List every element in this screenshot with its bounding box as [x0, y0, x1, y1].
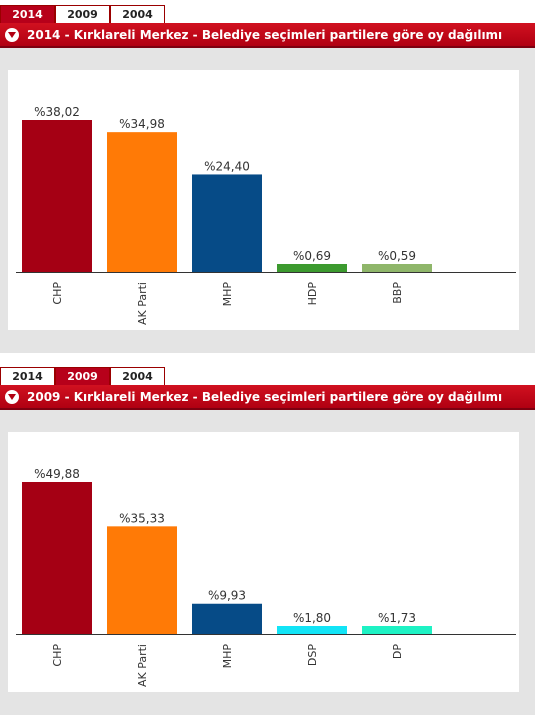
tab-2009[interactable]: 2009: [55, 367, 110, 385]
bar-dsp[interactable]: [277, 626, 347, 634]
data-label-chp: %49,88: [34, 467, 80, 481]
chart-title-bar: 2014 - Kırklareli Merkez - Belediye seçi…: [0, 23, 535, 48]
bar-hdp[interactable]: [277, 264, 347, 272]
data-label-ak-parti: %34,98: [119, 117, 165, 131]
bar-mhp[interactable]: [192, 174, 262, 272]
category-label-chp: CHP: [51, 644, 64, 667]
chart-title-bar: 2009 - Kırklareli Merkez - Belediye seçi…: [0, 385, 535, 410]
data-label-chp: %38,02: [34, 105, 80, 119]
tab-2014[interactable]: 2014: [0, 5, 55, 23]
data-label-mhp: %9,93: [208, 589, 246, 603]
plot-area: %49,88 CHP %35,33 AK Parti %9,93 MHP %1,80 DSP%…: [8, 432, 519, 692]
tab-2014[interactable]: 2014: [0, 367, 55, 385]
category-label-ak-parti: AK Parti: [136, 644, 149, 687]
chart-panel-2009: 2014 2009 2004 2009 - Kırklareli Merkez …: [0, 367, 535, 715]
data-label-bbp: %0,59: [378, 249, 416, 263]
chart-title: 2014 - Kırklareli Merkez - Belediye seçi…: [27, 27, 503, 42]
collapse-arrow-icon[interactable]: [5, 27, 19, 42]
category-label-hdp: HDP: [306, 282, 319, 306]
category-label-bbp: BBP: [391, 282, 404, 304]
data-label-mhp: %24,40: [204, 159, 250, 173]
category-label-mhp: MHP: [221, 282, 234, 307]
bar-dp[interactable]: [362, 626, 432, 634]
bar-ak-parti[interactable]: [107, 526, 177, 634]
collapse-arrow-icon[interactable]: [5, 389, 19, 404]
bar-chp[interactable]: [22, 482, 92, 634]
chart-panel-2014: 2014 2009 2004 2014 - Kırklareli Merkez …: [0, 5, 535, 353]
chart-title: 2009 - Kırklareli Merkez - Belediye seçi…: [27, 389, 503, 404]
chart-background: %49,88 CHP %35,33 AK Parti %9,93 MHP %1,80 DSP%…: [0, 410, 535, 715]
year-tabs: 2014 2009 2004: [0, 367, 535, 385]
tab-2009[interactable]: 2009: [55, 5, 110, 23]
plot-area: %38,02 CHP %34,98 AK Parti %24,40 MHP %0,69 HDP…: [8, 70, 519, 330]
bar-chart-2014: %38,02 CHP %34,98 AK Parti %24,40 MHP %0,69 HDP…: [16, 105, 516, 325]
category-label-dsp: DSP: [306, 644, 319, 666]
bar-ak-parti[interactable]: [107, 132, 177, 272]
bar-bbp[interactable]: [362, 264, 432, 272]
category-label-dp: DP: [391, 644, 404, 659]
data-label-ak-parti: %35,33: [119, 511, 165, 525]
data-label-dsp: %1,80: [293, 611, 331, 625]
category-label-chp: CHP: [51, 282, 64, 305]
data-label-hdp: %0,69: [293, 249, 331, 263]
tab-2004[interactable]: 2004: [110, 5, 165, 23]
chart-background: %38,02 CHP %34,98 AK Parti %24,40 MHP %0,69 HDP…: [0, 48, 535, 353]
bar-chp[interactable]: [22, 120, 92, 272]
data-label-dp: %1,73: [378, 611, 416, 625]
category-label-mhp: MHP: [221, 644, 234, 669]
year-tabs: 2014 2009 2004: [0, 5, 535, 23]
bar-chart-2009: %49,88 CHP %35,33 AK Parti %9,93 MHP %1,80 DSP%…: [16, 467, 516, 687]
tab-2004[interactable]: 2004: [110, 367, 165, 385]
bar-mhp[interactable]: [192, 603, 262, 634]
category-label-ak-parti: AK Parti: [136, 282, 149, 325]
